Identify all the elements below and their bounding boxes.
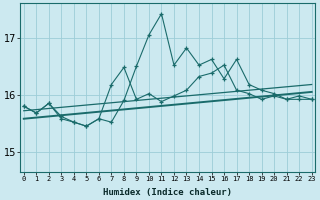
X-axis label: Humidex (Indice chaleur): Humidex (Indice chaleur)	[103, 188, 232, 197]
